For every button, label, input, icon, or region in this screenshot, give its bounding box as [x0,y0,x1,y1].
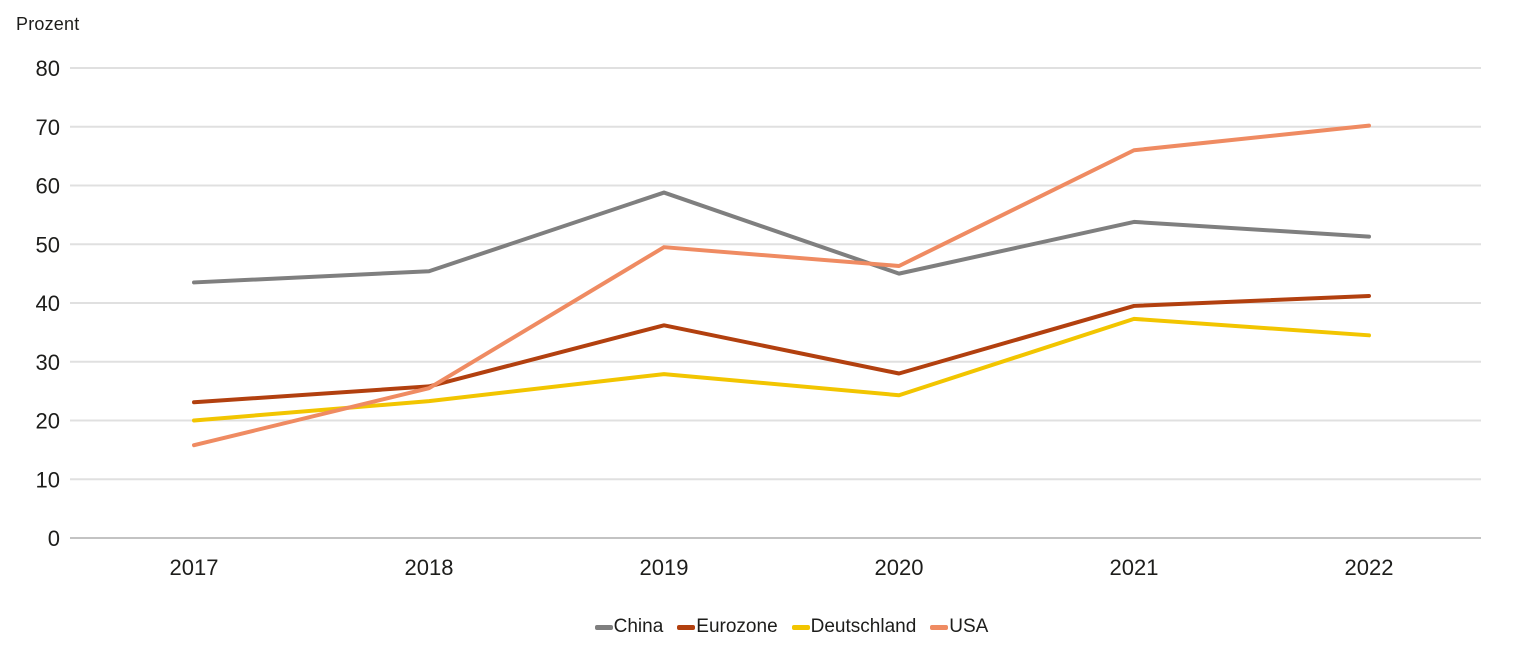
y-tick-label-0: 0 [48,526,60,551]
legend-swatch-china [594,624,613,630]
x-tick-label-2020: 2020 [875,555,924,580]
legend-item-china: China [594,616,664,638]
legend-label-usa: USA [949,616,989,637]
x-tick-label-2019: 2019 [640,555,689,580]
y-tick-label-20: 20 [36,409,60,434]
legend-swatch-deutschland [791,624,810,630]
y-axis-unit-label: Prozent [16,14,80,34]
y-tick-label-70: 70 [36,115,60,140]
legend-swatch-usa [930,624,949,630]
line-series-deutschland [192,316,1371,423]
line-series-eurozone [192,293,1371,405]
x-tick-label-2022: 2022 [1345,555,1394,580]
x-tick-label-2017: 2017 [170,555,219,580]
line-series-usa [192,123,1371,448]
y-tick-label-10: 10 [36,467,60,492]
legend-label-deutschland: Deutschland [810,616,917,637]
y-tick-label-30: 30 [36,350,60,375]
legend-item-usa: USA [930,616,988,638]
legend-label-china: China [613,616,664,637]
y-tick-label-80: 80 [36,56,60,81]
legend-swatch-eurozone [677,624,696,630]
legend-item-deutschland: Deutschland [791,616,917,638]
x-tick-label-2018: 2018 [405,555,454,580]
x-tick-label-2021: 2021 [1110,555,1159,580]
legend-item-eurozone: Eurozone [677,616,778,638]
y-tick-label-60: 60 [36,174,60,199]
y-tick-label-40: 40 [36,291,60,316]
legend-label-eurozone: Eurozone [696,616,778,637]
y-tick-label-50: 50 [36,232,60,257]
line-series-china [192,190,1371,285]
legend: China Eurozone Deutschland USA [0,616,1513,638]
